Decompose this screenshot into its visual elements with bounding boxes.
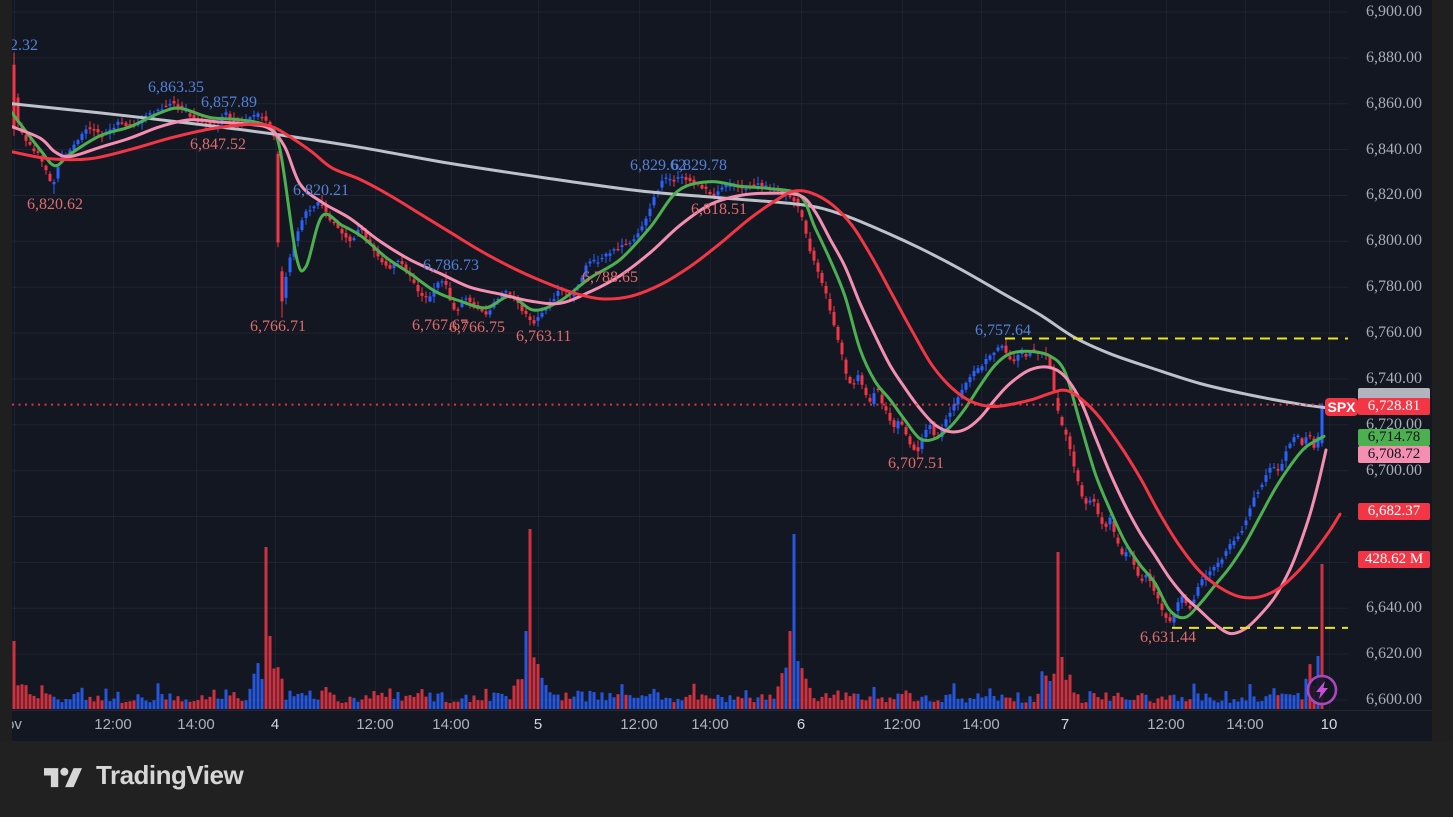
price-tick-label: 6,900.00: [1366, 3, 1422, 20]
time-tick-label: 12:00: [94, 716, 132, 733]
price-tick-label: 6,780.00: [1366, 278, 1422, 296]
candle-wicks-down: [13, 52, 1315, 624]
time-tick-label: 14:00: [177, 716, 215, 733]
bottom-bar: TradingView: [0, 741, 1453, 817]
price-tick-label: 6,740.00: [1366, 369, 1422, 387]
tradingview-logo-icon: [44, 767, 82, 787]
price-axis[interactable]: 6,900.00 6,880.00 6,860.00 6,840.00 6,820.00…: [1348, 0, 1432, 710]
time-tick-label: 6: [796, 716, 806, 733]
chart-panel: 82.326,863.356,857.896,820.216,786.736,8…: [12, 0, 1432, 741]
price-tick-label: 6,760.00: [1366, 324, 1422, 342]
time-tick-label: 10: [1320, 716, 1338, 733]
time-tick-label: 5: [533, 716, 543, 733]
time-tick-label: 14:00: [432, 716, 470, 733]
price-tick-label: 6,860.00: [1366, 94, 1422, 112]
price-tick-label: 6,800.00: [1366, 232, 1422, 250]
price-tick-label: 6,820.00: [1366, 186, 1422, 204]
candle-wicks-up: [53, 99, 1323, 628]
time-tick-label: 7: [1060, 716, 1070, 733]
green-fast-ma: [12, 106, 1326, 620]
time-tick-label: 14:00: [1226, 716, 1264, 733]
price-tick-label: 6,880.00: [1366, 48, 1422, 66]
red-slow-ma: [12, 122, 1342, 600]
time-tick-label: 12:00: [1147, 716, 1185, 733]
price-tick-label: 6,640.00: [1366, 599, 1422, 617]
tradingview-logo[interactable]: TradingView: [44, 760, 244, 791]
price-tick-label: 6,720.00: [1366, 415, 1422, 433]
lightning-icon: [1306, 674, 1338, 706]
candle-bodies-down: [12, 64, 1316, 621]
grid-horizontal: [12, 11, 1348, 701]
price-tick-label: 6,840.00: [1366, 140, 1422, 158]
candlestick-chart[interactable]: [12, 0, 1348, 710]
price-tick-label: 6,620.00: [1366, 645, 1422, 663]
time-axis[interactable]: ov 12:00 14:00 4 12:00 14:00 5 12:00 14:00 6 12:00…: [12, 710, 1432, 741]
time-tick-label: 14:00: [962, 716, 1000, 733]
time-tick-label: 4: [270, 716, 280, 733]
time-tick-label: 12:00: [356, 716, 394, 733]
lightning-button[interactable]: [1305, 673, 1339, 707]
price-tick-label: 6,700.00: [1366, 461, 1422, 479]
tradingview-logo-text: TradingView: [96, 760, 244, 790]
time-tick-label: 14:00: [691, 716, 729, 733]
grid-vertical: [14, 0, 1330, 710]
volume-bars-up: [52, 534, 1320, 709]
price-tick-label: 6,600.00: [1366, 690, 1422, 708]
time-tick-label: ov: [12, 716, 22, 733]
time-tick-label: 12:00: [620, 716, 658, 733]
pink-mid-ma: [12, 118, 1328, 636]
time-tick-label: 12:00: [883, 716, 921, 733]
